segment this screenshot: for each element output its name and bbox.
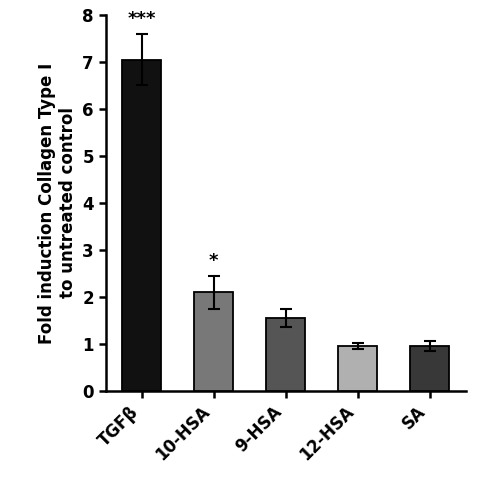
Text: ***: *** (127, 10, 156, 28)
Bar (410, 346, 449, 391)
Text: *: * (209, 252, 218, 270)
Y-axis label: Fold induction Collagen Type I
to untreated control: Fold induction Collagen Type I to untrea… (38, 62, 77, 344)
Bar (122, 60, 161, 391)
Bar (194, 292, 233, 391)
Bar (266, 318, 305, 391)
Bar (338, 346, 377, 391)
